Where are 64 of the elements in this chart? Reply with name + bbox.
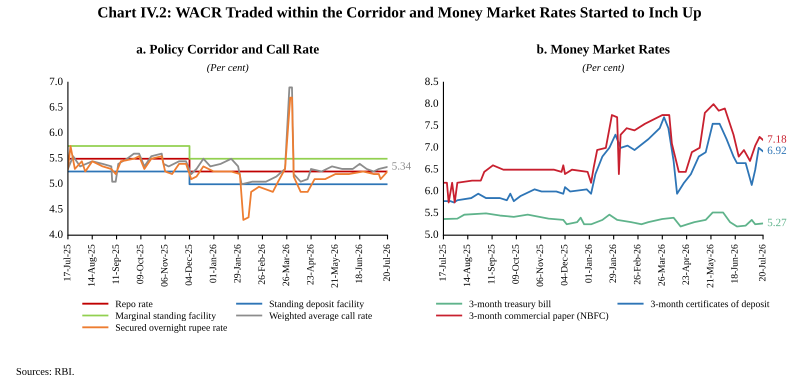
x-tick-label: 11-Sep-25	[112, 244, 121, 284]
x-tick-label: 26-Feb-26	[258, 244, 265, 284]
legend-label: Standing deposit facility	[270, 300, 364, 310]
legend-label: Repo rate	[116, 300, 152, 310]
chart-title: a. Policy Corridor and Call Rate	[136, 44, 319, 56]
x-tick-label: 09-Oct-25	[512, 244, 519, 284]
source-note: Sources: RBI.	[16, 368, 74, 376]
x-tick-label: 26-Mar-26	[282, 244, 290, 286]
x-tick-label: 17-Jul-25	[439, 244, 446, 281]
legend-label: 3-month treasury bill	[470, 300, 551, 310]
legend-label: Weighted average call rate	[269, 312, 372, 322]
x-tick-label: 17-Jul-25	[64, 244, 70, 281]
x-tick-label: 26-Feb-26	[634, 244, 640, 284]
y-tick-label: 5.0	[50, 180, 63, 188]
legend-label: Marginal standing facility	[116, 312, 216, 322]
y-tick-label: 4.5	[49, 205, 63, 213]
line-series	[443, 212, 764, 228]
x-tick-label: 20-Jul-26	[758, 244, 766, 282]
legend-label: 3-month commercial paper (NBFC)	[470, 312, 608, 321]
y-tick-label: 7.0	[425, 143, 438, 151]
chart-title: b. Money Market Rates	[536, 44, 670, 56]
x-tick-label: 29-Jan-26	[610, 244, 616, 283]
x-tick-label: 18-Jun-26	[356, 244, 362, 283]
y-tick-label: 6.0	[50, 128, 63, 136]
x-tick-label: 14-Aug-25	[88, 244, 97, 286]
x-tick-label: 23-Apr-26	[306, 244, 316, 285]
x-tick-label: 21-May-26	[331, 244, 340, 288]
y-tick-label: 4.0	[49, 230, 63, 238]
y-tick-label: 7.5	[425, 121, 438, 129]
annotation: 7.18	[768, 135, 786, 143]
y-tick-label: 5.5	[425, 208, 438, 216]
x-tick-label: 04-Dec-25	[560, 244, 568, 286]
x-tick-label: 01-Jan-26	[210, 244, 216, 283]
y-tick-label: 5.0	[425, 230, 438, 238]
chart-subtitle: (Per cent)	[207, 64, 248, 74]
y-tick-label: 5.5	[50, 154, 63, 162]
x-tick-label: 04-Dec-25	[185, 244, 192, 286]
legend-label: 3-month certificates of deposit	[650, 300, 770, 310]
line-series	[68, 86, 388, 186]
x-tick-label: 21-May-26	[706, 244, 716, 288]
text: Chart IV.2: WACR Traded within the Corridor and Money Market Rates Started to Inch Up	[98, 6, 701, 21]
x-tick-label: 01-Jan-26	[585, 244, 592, 283]
annotation: 5.34	[392, 162, 411, 170]
x-tick-label: 14-Aug-25	[464, 244, 472, 286]
y-tick-label: 6.5	[50, 103, 63, 111]
x-tick-label: 23-Apr-26	[682, 244, 692, 285]
line-series	[68, 96, 388, 221]
chart-subtitle: (Per cent)	[582, 64, 624, 74]
x-tick-label: 20-Jul-26	[383, 244, 390, 282]
x-tick-label: 29-Jan-26	[234, 244, 241, 283]
y-tick-label: 6.5	[425, 164, 438, 173]
y-tick-label: 6.0	[425, 186, 438, 194]
x-tick-label: 09-Oct-25	[136, 244, 144, 284]
x-tick-label: 26-Mar-26	[658, 244, 665, 286]
legend-label: Secured overnight rupee rate	[116, 324, 227, 333]
x-tick-label: 06-Nov-25	[161, 244, 168, 287]
y-tick-label: 8.0	[425, 99, 438, 107]
y-tick-label: 8.5	[425, 78, 438, 86]
annotation: 6.92	[768, 146, 786, 154]
annotation: 5.27	[768, 218, 786, 226]
x-tick-label: 11-Sep-25	[488, 244, 496, 284]
y-tick-label: 7.0	[50, 78, 63, 86]
x-tick-label: 18-Jun-26	[731, 244, 738, 283]
x-tick-label: 06-Nov-25	[536, 244, 544, 287]
